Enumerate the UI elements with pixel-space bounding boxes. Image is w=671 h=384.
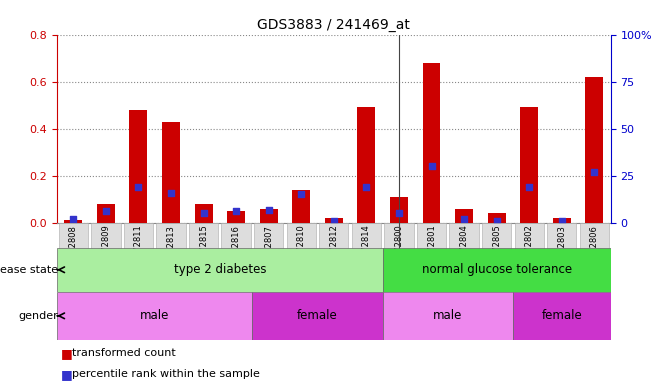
FancyBboxPatch shape: [91, 223, 121, 289]
Bar: [553, 218, 571, 223]
Point: [556, 218, 567, 224]
Point: [329, 218, 339, 224]
Text: type 2 diabetes: type 2 diabetes: [174, 263, 266, 276]
FancyBboxPatch shape: [515, 223, 544, 289]
Bar: [130, 110, 148, 223]
Text: male: male: [140, 310, 169, 322]
Text: GSM572811: GSM572811: [134, 225, 143, 275]
Text: percentile rank within the sample: percentile rank within the sample: [72, 369, 260, 379]
Point: [231, 209, 242, 215]
Text: GSM572801: GSM572801: [427, 225, 436, 275]
Text: transformed count: transformed count: [72, 348, 176, 358]
Text: GSM572813: GSM572813: [166, 225, 176, 276]
FancyBboxPatch shape: [57, 292, 252, 340]
Text: male: male: [433, 310, 462, 322]
Point: [491, 218, 502, 224]
Point: [166, 190, 176, 196]
FancyBboxPatch shape: [252, 292, 382, 340]
FancyBboxPatch shape: [384, 223, 413, 289]
Point: [296, 192, 307, 198]
FancyBboxPatch shape: [123, 223, 153, 289]
Point: [426, 163, 437, 169]
Point: [68, 216, 79, 222]
Text: GSM572809: GSM572809: [101, 225, 111, 275]
Title: GDS3883 / 241469_at: GDS3883 / 241469_at: [258, 18, 410, 32]
Text: GSM572803: GSM572803: [557, 225, 566, 276]
Bar: [423, 63, 440, 223]
FancyBboxPatch shape: [580, 223, 609, 289]
Text: ■: ■: [60, 368, 72, 381]
Bar: [358, 108, 375, 223]
Text: GSM572814: GSM572814: [362, 225, 371, 275]
FancyBboxPatch shape: [319, 223, 348, 289]
Bar: [585, 77, 603, 223]
Text: normal glucose tolerance: normal glucose tolerance: [421, 263, 572, 276]
FancyBboxPatch shape: [513, 292, 611, 340]
FancyBboxPatch shape: [382, 248, 611, 292]
Point: [459, 216, 470, 222]
Text: GSM572812: GSM572812: [329, 225, 338, 275]
Bar: [390, 197, 408, 223]
Bar: [488, 214, 505, 223]
Point: [361, 184, 372, 190]
Text: GSM572806: GSM572806: [590, 225, 599, 276]
FancyBboxPatch shape: [417, 223, 446, 289]
Text: GSM572800: GSM572800: [395, 225, 403, 275]
Point: [198, 210, 209, 217]
Bar: [97, 204, 115, 223]
Text: disease state: disease state: [0, 265, 58, 275]
Bar: [195, 204, 213, 223]
Bar: [227, 211, 245, 223]
Text: gender: gender: [18, 311, 58, 321]
Bar: [293, 190, 310, 223]
FancyBboxPatch shape: [221, 223, 251, 289]
Bar: [162, 122, 180, 223]
FancyBboxPatch shape: [352, 223, 381, 289]
FancyBboxPatch shape: [254, 223, 283, 289]
Bar: [455, 209, 473, 223]
Point: [101, 209, 111, 215]
Bar: [520, 108, 538, 223]
Text: GSM572804: GSM572804: [460, 225, 468, 275]
Text: ■: ■: [60, 347, 72, 360]
FancyBboxPatch shape: [482, 223, 511, 289]
Text: GSM572815: GSM572815: [199, 225, 208, 275]
Text: female: female: [541, 310, 582, 322]
FancyBboxPatch shape: [450, 223, 478, 289]
Point: [589, 169, 600, 175]
Text: female: female: [297, 310, 338, 322]
FancyBboxPatch shape: [382, 292, 513, 340]
Point: [394, 210, 405, 217]
FancyBboxPatch shape: [58, 223, 88, 289]
Point: [524, 184, 535, 190]
Point: [133, 184, 144, 190]
Bar: [64, 220, 83, 223]
FancyBboxPatch shape: [156, 223, 186, 289]
Text: GSM572805: GSM572805: [492, 225, 501, 275]
Bar: [260, 209, 278, 223]
Text: GSM572810: GSM572810: [297, 225, 306, 275]
Text: GSM572808: GSM572808: [69, 225, 78, 276]
Text: GSM572807: GSM572807: [264, 225, 273, 276]
FancyBboxPatch shape: [57, 248, 382, 292]
Text: GSM572816: GSM572816: [231, 225, 241, 276]
Point: [263, 207, 274, 213]
FancyBboxPatch shape: [287, 223, 316, 289]
Bar: [325, 218, 343, 223]
FancyBboxPatch shape: [547, 223, 576, 289]
Text: GSM572802: GSM572802: [525, 225, 533, 275]
FancyBboxPatch shape: [189, 223, 218, 289]
